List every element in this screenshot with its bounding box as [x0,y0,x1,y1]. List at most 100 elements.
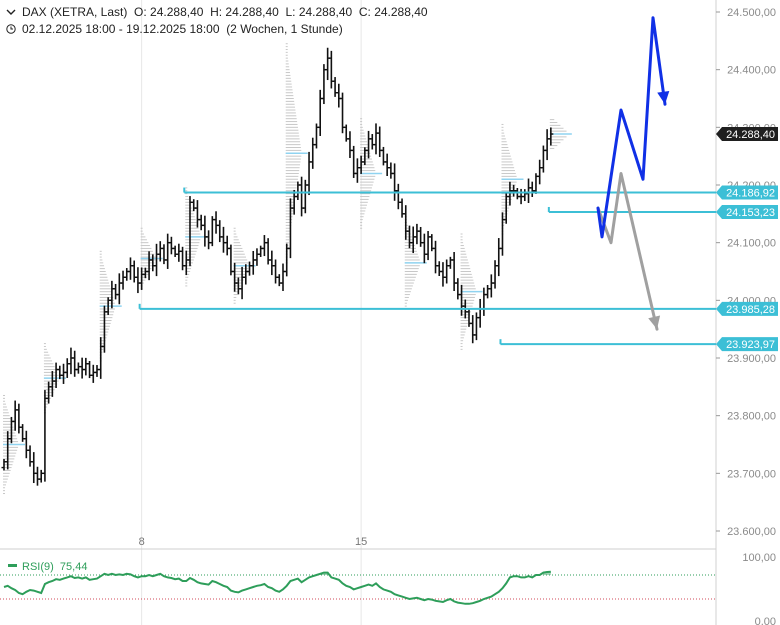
ohlc-bar [447,256,453,269]
period-header: 02.12.2025 18:00 - 19.12.2025 18:00 (2 W… [6,22,343,36]
ohlc-bar [90,364,96,383]
ohlc-bar [455,278,461,300]
ohlc-bar [165,233,171,269]
ohlc-bar [403,205,409,240]
level-tag: 24.186,92 [716,185,778,200]
rsi-value: 75,44 [59,561,88,573]
ohlc-bar [64,358,70,378]
ohlc-bar [273,259,279,284]
ohlc-bar [433,240,439,274]
ohlc-bar [328,50,334,89]
ohlc-bar [135,267,141,294]
ohlc-bar [180,246,186,271]
ohlc-bar [198,214,204,231]
ohlc-bar [299,176,305,217]
ohlc-bar [254,248,260,266]
bearish-arrow-head [648,315,661,330]
ohlc-bar [306,151,312,196]
ohlc-bar [492,260,498,289]
ohlc-bar [61,363,67,384]
ohlc-bar [369,134,375,150]
level-tag-box [716,301,778,316]
ohlc-bar [142,267,148,279]
rsi-legend: RSI(9) 75,44 [8,561,87,573]
level-tag-box [716,185,778,200]
ohlc-bar [399,198,405,218]
ohlc-bar [514,187,520,200]
ohlc-bar [336,83,342,108]
y-tick-label: 23.700,00 [727,468,776,480]
ohlc-bar [499,212,505,256]
ohlc-bar [139,267,145,290]
rsi-panel: 100,00 0,00 [0,552,776,625]
y-tick-label: 23.900,00 [727,353,776,365]
ohlc-bar [72,350,78,377]
x-tick-label: 15 [355,536,367,548]
ohlc-bar [161,244,167,265]
y-tick-label: 24.500,00 [727,7,776,19]
ohlc-bar [120,270,126,290]
ohlc-bar [131,260,137,283]
ohlc-bar [224,235,230,256]
ohlc-bar [269,250,275,276]
ohlc-bar [94,365,100,377]
ohlc-bar [436,261,442,276]
bullish-arrow-head [657,90,670,105]
chevron-down-icon[interactable] [6,7,16,17]
ohlc-bar [113,283,119,300]
ohlc-bar [414,223,420,245]
x-tick-label: 8 [139,536,145,548]
ohlc-bar [57,365,63,380]
rsi-tick-label: 100,00 [742,552,776,564]
ohlc-bar [75,362,81,374]
ohlc-bar [354,158,360,183]
ohlc-bar [488,274,494,298]
y-tick-label: 23.600,00 [727,526,776,538]
ohlc-bar [16,403,22,434]
ohlc-bar [470,315,476,344]
ohlc-bar [529,181,535,197]
ohlc-bar [220,226,226,253]
level-tag-box [716,337,778,352]
level-tag: 23.985,28 [716,301,778,316]
level-tag-text: 24.186,92 [726,188,775,200]
ohlc-bar [168,236,174,255]
rsi-label: RSI(9) [22,561,54,573]
rsi-swatch [8,564,17,567]
level-tag-text: 24.153,23 [726,207,775,219]
ohlc-bar [12,400,18,431]
ohlc-bar [38,469,44,483]
ohlc-bar [27,445,33,467]
y-tick-label: 24.400,00 [727,65,776,77]
ohlc-bar [325,47,331,81]
ohlc-bar [388,162,394,179]
level-tag-text: 23.923,97 [726,339,775,351]
ohlc-bar [421,233,427,264]
ohlc-bar [384,153,390,177]
ohlc-bar [79,357,85,379]
period-interval: (2 Wochen, 1 Stunde) [226,22,343,36]
support-resistance-levels [138,187,716,346]
grid [0,0,717,625]
ohlc-bar [332,77,338,97]
ohlc-bar [395,183,401,210]
ohlc-bar [258,245,264,257]
ohlc-bar [191,199,197,212]
level-tag-text: 23.985,28 [726,304,775,316]
period-range: 02.12.2025 18:00 - 19.12.2025 18:00 [22,22,220,36]
rsi-line [3,570,551,605]
ohlc-bar [544,129,550,161]
bullish-arrow-path [596,16,667,239]
ohlc-bar [425,231,431,261]
ohlc-bar [473,312,479,341]
ohlc-bar [317,89,323,136]
ohlc-bar [451,252,457,291]
ohlc-bar [440,262,446,287]
ohlc-bar [522,189,528,202]
ohlc-bar [310,137,316,169]
ohlc-bar [377,126,383,157]
ohlc-bar [127,257,133,280]
ohlc-bar [209,216,215,247]
ohlc-bar [444,259,450,284]
